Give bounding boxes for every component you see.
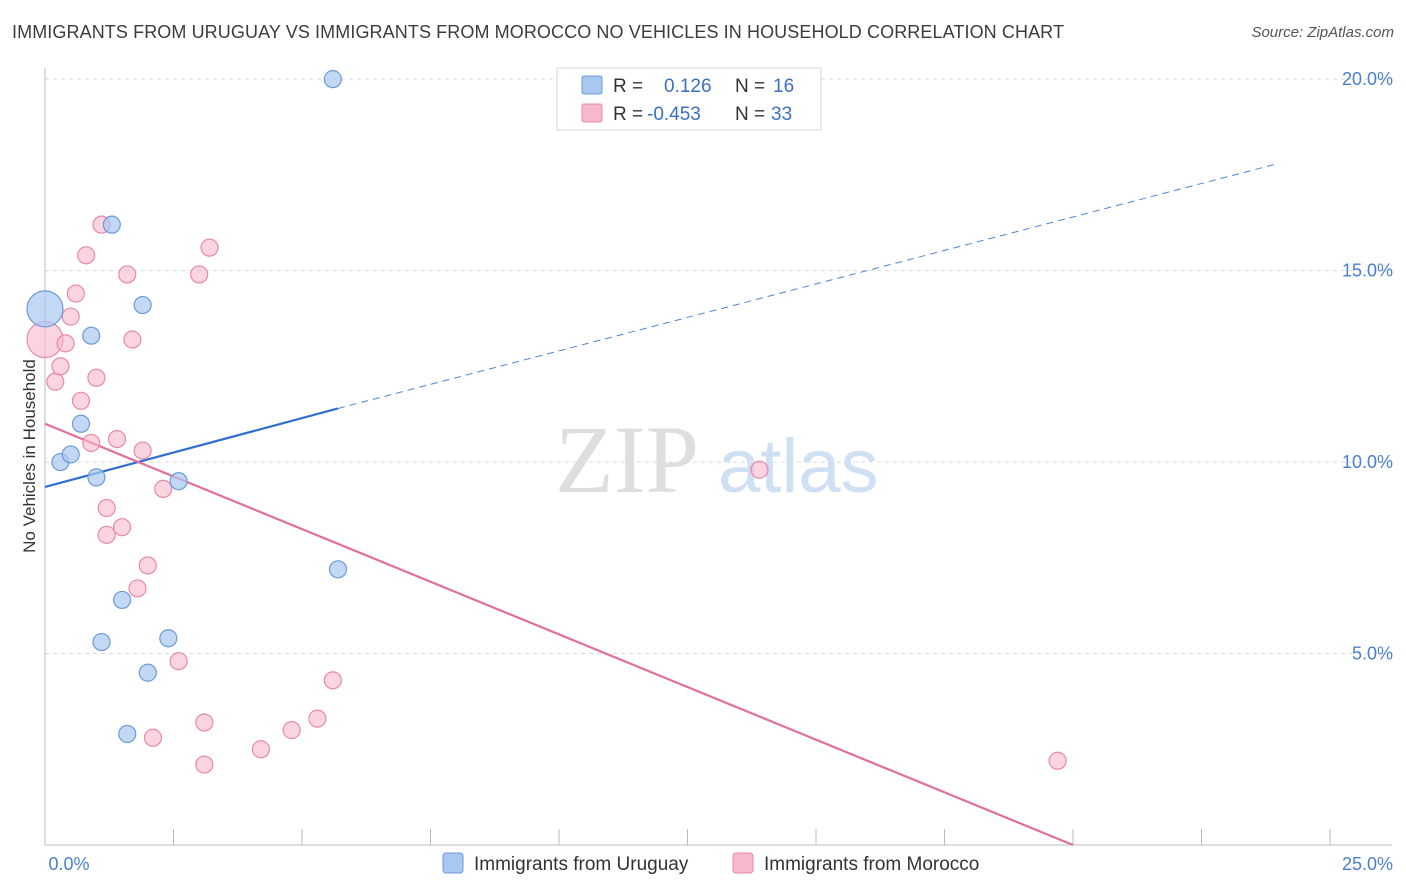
legend-n-value-1: 16 xyxy=(773,76,794,97)
point-morocco-32 xyxy=(1048,751,1067,770)
point-morocco-8 xyxy=(82,433,101,453)
point-morocco-4 xyxy=(61,307,80,326)
point-uruguay-5 xyxy=(87,468,106,487)
point-uruguay-9 xyxy=(118,724,137,744)
point-morocco-20 xyxy=(143,728,163,747)
point-morocco-13 xyxy=(107,429,127,449)
point-morocco-14 xyxy=(112,518,132,537)
point-uruguay-4 xyxy=(82,326,101,345)
point-morocco-15 xyxy=(118,265,137,284)
point-morocco-3 xyxy=(56,334,75,353)
point-morocco-7 xyxy=(77,246,96,265)
y-axis-label: No Vehicles in Household xyxy=(20,359,39,553)
trendline-morocco xyxy=(44,422,1074,847)
point-morocco-12 xyxy=(97,525,116,544)
point-uruguay-13 xyxy=(169,472,188,491)
series-legend-label-uruguay: Immigrants from Uruguay xyxy=(474,854,689,875)
watermark-zip: ZIP xyxy=(555,406,699,513)
point-morocco-26 xyxy=(200,238,219,257)
legend-r-label-2: R = xyxy=(613,104,643,125)
point-morocco-21 xyxy=(154,479,173,498)
point-morocco-9 xyxy=(87,368,106,387)
series-legend-swatch-morocco xyxy=(732,852,754,874)
legend-r-value-1: 0.126 xyxy=(664,76,712,97)
trendline-uruguay-dashed xyxy=(337,162,1279,409)
point-morocco-2 xyxy=(51,357,70,376)
point-uruguay-11 xyxy=(138,663,157,682)
chart-title: IMMIGRANTS FROM URUGUAY VS IMMIGRANTS FR… xyxy=(12,22,1065,42)
x-tick-labels: 0.0% 25.0% xyxy=(48,854,1393,874)
point-morocco-17 xyxy=(128,579,147,598)
point-uruguay-0 xyxy=(26,290,64,328)
point-uruguay-8 xyxy=(112,590,132,610)
point-morocco-28 xyxy=(282,721,301,740)
point-morocco-23 xyxy=(190,265,209,284)
point-morocco-25 xyxy=(195,755,214,774)
x-tick-label-0: 0.0% xyxy=(48,854,89,874)
y-tick-label-2: 15.0% xyxy=(1342,261,1393,281)
point-morocco-18 xyxy=(133,441,152,460)
point-morocco-24 xyxy=(195,713,214,732)
point-morocco-22 xyxy=(169,652,188,671)
legend-swatch-uruguay xyxy=(581,75,603,95)
legend-n-label-1: N = xyxy=(735,76,765,97)
point-uruguay-10 xyxy=(133,295,152,315)
point-morocco-19 xyxy=(138,556,157,575)
point-morocco-5 xyxy=(66,284,85,303)
watermark-atlas: atlas xyxy=(718,424,879,509)
grid-lines xyxy=(45,78,1392,655)
point-morocco-16 xyxy=(123,330,142,349)
x-tick-label-1: 25.0% xyxy=(1342,854,1393,874)
legend-r-label-1: R = xyxy=(613,76,643,97)
series-legend-swatch-uruguay xyxy=(442,852,464,874)
point-uruguay-14 xyxy=(323,70,342,89)
point-morocco-31 xyxy=(750,460,769,479)
source-credit: Source: ZipAtlas.com xyxy=(1251,24,1394,41)
correlation-legend: R = 0.126 N = 16 R = -0.453 N = 33 xyxy=(556,67,822,131)
data-points xyxy=(26,70,1067,774)
point-uruguay-15 xyxy=(328,560,348,579)
legend-n-label-2: N = xyxy=(735,104,765,125)
point-uruguay-12 xyxy=(159,629,178,648)
series-legend: Immigrants from Uruguay Immigrants from … xyxy=(442,852,979,875)
point-morocco-29 xyxy=(308,709,327,728)
point-uruguay-6 xyxy=(92,632,111,652)
watermark: ZIP atlas xyxy=(555,406,879,513)
point-uruguay-7 xyxy=(102,215,121,234)
series-legend-label-morocco: Immigrants from Morocco xyxy=(764,854,979,875)
point-morocco-1 xyxy=(46,372,65,391)
legend-r-value-2: -0.453 xyxy=(647,104,701,125)
point-morocco-27 xyxy=(251,740,270,759)
point-uruguay-3 xyxy=(71,414,91,433)
point-morocco-6 xyxy=(71,391,91,410)
legend-swatch-morocco xyxy=(581,103,603,123)
y-tick-label-1: 10.0% xyxy=(1342,452,1393,472)
y-tick-labels: 5.0% 10.0% 15.0% 20.0% xyxy=(1342,69,1393,663)
legend-n-value-2: 33 xyxy=(771,104,792,125)
axes xyxy=(44,68,1392,846)
y-tick-label-0: 5.0% xyxy=(1352,644,1393,664)
point-morocco-30 xyxy=(323,671,342,690)
point-morocco-11 xyxy=(97,498,116,518)
y-tick-label-3: 20.0% xyxy=(1342,69,1393,89)
point-uruguay-2 xyxy=(61,445,80,464)
